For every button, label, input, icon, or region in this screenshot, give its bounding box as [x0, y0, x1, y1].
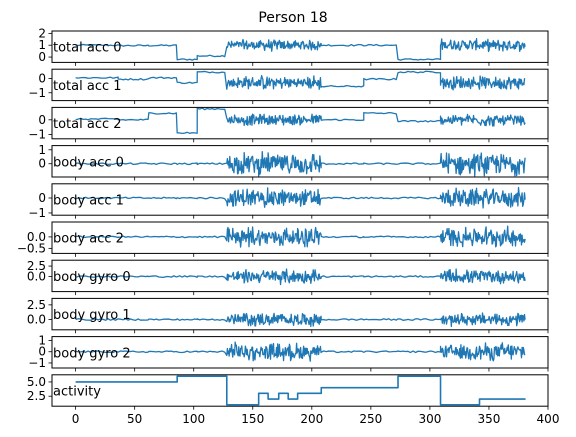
panel-body-gyro-1: 2.50.0 body gyro 1: [27, 297, 549, 334]
panel-label-body-acc-0: body acc 0: [53, 155, 124, 170]
panel-label-total-acc-0: total acc 0: [53, 41, 122, 56]
y-tick-label-body-gyro-1: 0.0: [27, 313, 46, 327]
y-tick-label-body-gyro-0: 2.5: [27, 259, 46, 273]
panel-total-acc-2: 0−1 total acc 2: [28, 106, 549, 143]
panel-frame-total-acc-0: [51, 30, 549, 63]
y-tick-label-body-acc-1: 0: [38, 191, 46, 205]
series-line-body-acc-0: [75, 151, 526, 177]
panel-total-acc-0: 012 total acc 0: [38, 26, 549, 66]
panel-frame-total-acc-1: [51, 68, 549, 102]
panel-label-activity: activity: [53, 385, 101, 400]
series-line-total-acc-0: [75, 37, 526, 61]
series-line-total-acc-1: [75, 70, 526, 91]
y-tick-label-total-acc-2: 0: [38, 113, 46, 127]
chart-title: Person 18: [258, 10, 327, 26]
series-line-body-acc-2: [75, 225, 526, 248]
x-tick-label: 300: [418, 412, 441, 426]
y-tick-label-total-acc-2: −1: [28, 127, 46, 141]
y-tick-label-total-acc-0: 0: [38, 50, 46, 64]
panel-frame-body-acc-0: [51, 145, 549, 178]
y-tick-label-body-gyro-2: 0: [38, 345, 46, 359]
panel-frame-body-gyro-1: [51, 297, 549, 331]
panel-body-acc-1: 0−1 body acc 1: [28, 183, 549, 220]
series-line-body-gyro-1: [75, 312, 526, 328]
y-tick-label-activity: 5.0: [27, 375, 46, 389]
x-tick-label: 200: [300, 412, 323, 426]
series-line-body-acc-1: [75, 186, 526, 209]
panel-body-acc-2: 0.0−0.5 body acc 2: [17, 221, 549, 257]
panel-body-gyro-0: 2.50.0 body gyro 0: [27, 259, 549, 296]
y-tick-label-body-gyro-1: 2.5: [27, 298, 46, 312]
x-axis: 0 50 100 150 200 250 300 350 400: [72, 412, 560, 426]
y-tick-label-body-gyro-2: 1: [38, 334, 46, 348]
x-tick-label: 250: [359, 412, 382, 426]
panel-body-gyro-2: 10−1 body gyro 2: [28, 334, 549, 372]
series-line-body-gyro-0: [75, 268, 526, 286]
x-tick-label: 400: [537, 412, 560, 426]
panel-total-acc-1: 0−1 total acc 1: [28, 68, 549, 105]
panel-frame-total-acc-2: [51, 106, 549, 140]
panel-frame-body-acc-2: [51, 221, 549, 254]
panel-label-total-acc-1: total acc 1: [53, 79, 122, 94]
panel-frame-body-gyro-2: [51, 336, 549, 369]
x-tick-label: 150: [241, 412, 264, 426]
x-tick-label: 50: [127, 412, 142, 426]
panel-label-body-gyro-1: body gyro 1: [53, 308, 131, 323]
y-tick-label-body-acc-0: 0: [38, 157, 46, 171]
y-tick-label-total-acc-1: −1: [28, 86, 46, 100]
series-line-body-gyro-2: [75, 341, 526, 362]
panel-label-body-gyro-2: body gyro 2: [53, 346, 131, 361]
panel-frame-body-gyro-0: [51, 259, 549, 293]
y-tick-label-body-acc-2: −0.5: [17, 241, 46, 255]
y-tick-label-body-acc-2: 0.0: [27, 230, 46, 244]
y-tick-label-body-acc-0: 1: [38, 143, 46, 157]
y-tick-label-body-acc-1: −1: [28, 206, 46, 220]
x-tick-label: 0: [72, 412, 80, 426]
panel-label-body-acc-1: body acc 1: [53, 194, 124, 209]
panel-frame-activity: [51, 374, 549, 407]
y-tick-label-total-acc-1: 0: [38, 71, 46, 85]
panel-label-total-acc-2: total acc 2: [53, 117, 122, 132]
y-tick-label-activity: 2.5: [27, 389, 46, 403]
x-tick-label: 350: [477, 412, 500, 426]
x-tick-label: 100: [182, 412, 205, 426]
y-tick-label-total-acc-0: 1: [38, 38, 46, 52]
panel-body-acc-0: 10 body acc 0: [38, 143, 549, 181]
y-tick-label-body-gyro-0: 0.0: [27, 270, 46, 284]
panel-activity: 5.02.5 activity: [27, 374, 549, 410]
panel-frame-body-acc-1: [51, 183, 549, 216]
series-line-total-acc-2: [75, 107, 526, 134]
y-tick-label-body-gyro-2: −1: [28, 356, 46, 370]
y-tick-label-total-acc-0: 2: [38, 26, 46, 40]
panel-label-body-acc-2: body acc 2: [53, 232, 124, 247]
panel-label-body-gyro-0: body gyro 0: [53, 270, 131, 285]
series-line-activity: [75, 375, 526, 406]
